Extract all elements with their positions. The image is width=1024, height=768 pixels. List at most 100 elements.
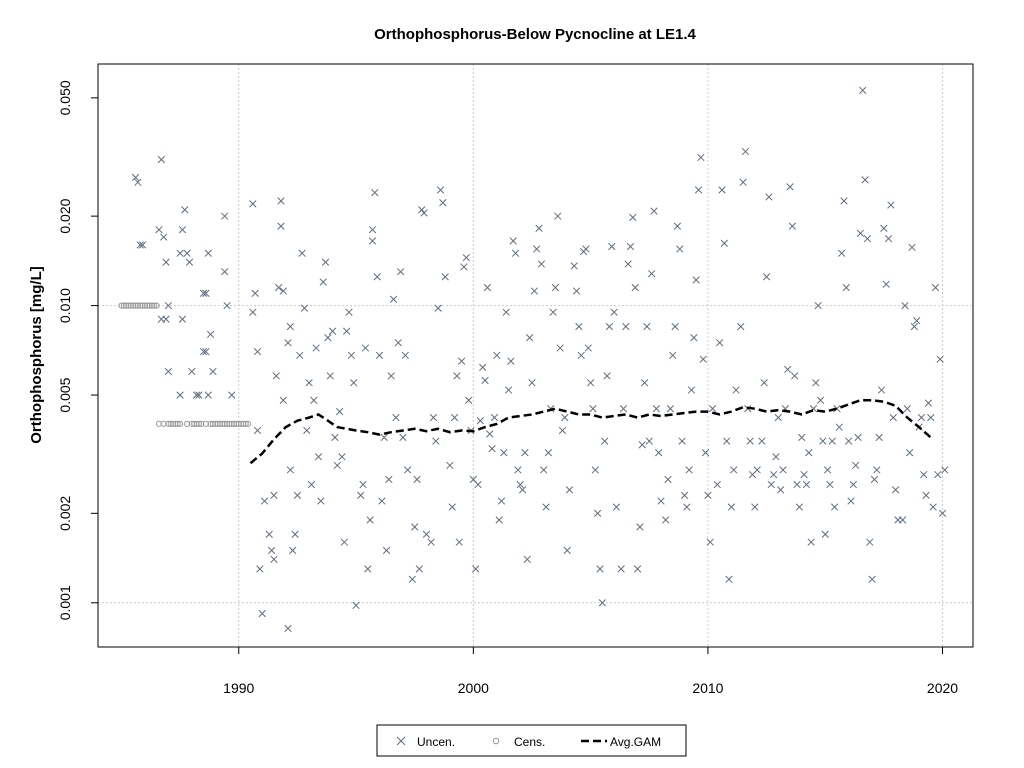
y-tick-label: 0.050	[57, 80, 73, 115]
uncen-point	[277, 197, 285, 205]
cens-point	[193, 420, 200, 427]
uncen-point	[396, 268, 405, 276]
uncen-point	[258, 609, 266, 618]
uncen-point	[514, 466, 522, 474]
uncen-point	[420, 209, 428, 217]
uncen-point	[228, 391, 236, 399]
uncen-point	[368, 226, 377, 234]
cens-point	[132, 302, 139, 309]
uncen-point	[563, 546, 571, 555]
uncen-point	[645, 437, 653, 445]
uncen-point	[378, 497, 386, 505]
cens-point	[167, 420, 174, 427]
cens-point	[237, 420, 245, 427]
uncen-point	[694, 186, 703, 194]
uncen-point	[284, 624, 292, 633]
uncen-point	[265, 530, 273, 538]
uncen-point	[791, 372, 799, 380]
cens-point	[223, 420, 231, 427]
uncen-point	[920, 470, 928, 479]
uncen-point	[202, 289, 210, 297]
uncen-point	[298, 249, 306, 257]
uncen-point	[835, 423, 843, 431]
uncen-point	[204, 249, 212, 257]
uncen-point	[389, 295, 398, 303]
cens-point	[228, 420, 235, 427]
uncen-point	[502, 308, 510, 316]
cens-point	[174, 420, 181, 427]
uncen-point	[598, 599, 607, 607]
uncen-point	[540, 466, 548, 474]
cens-point	[169, 420, 177, 427]
uncen-point	[209, 367, 217, 376]
uncen-point	[737, 322, 745, 331]
uncen-point	[181, 206, 189, 214]
uncen-point	[413, 475, 421, 484]
uncen-point	[591, 466, 599, 474]
uncen-point	[333, 461, 341, 470]
uncen-point	[392, 413, 400, 422]
uncen-point	[647, 270, 656, 278]
cens-point	[153, 302, 160, 309]
uncen-point	[326, 372, 334, 380]
uncensored-series	[131, 86, 949, 633]
uncen-point	[769, 470, 778, 479]
uncen-point	[507, 357, 515, 365]
cens-point	[155, 420, 163, 427]
uncen-point	[427, 538, 435, 546]
uncen-point	[387, 372, 395, 380]
uncen-point	[324, 334, 332, 342]
uncen-point	[314, 453, 323, 461]
cens-point	[177, 420, 184, 427]
uncen-point	[814, 301, 822, 310]
uncen-point	[650, 207, 658, 215]
uncen-point	[439, 199, 447, 207]
uncen-point	[495, 516, 503, 524]
uncen-point	[870, 475, 879, 484]
uncen-point	[493, 351, 501, 360]
uncen-point	[746, 437, 754, 445]
uncen-point	[601, 437, 609, 445]
uncen-point	[518, 486, 527, 494]
uncen-point	[884, 234, 893, 243]
uncen-point	[195, 391, 203, 399]
cens-point	[141, 302, 149, 309]
uncen-point	[840, 197, 848, 205]
uncen-point	[776, 486, 785, 494]
uncen-point	[758, 437, 766, 445]
uncen-point	[176, 391, 184, 399]
uncen-point	[826, 480, 834, 489]
uncen-point	[906, 449, 914, 457]
uncen-point	[739, 178, 747, 186]
cens-point	[233, 420, 240, 427]
uncen-point	[699, 355, 707, 363]
uncen-point	[640, 379, 649, 387]
uncen-point	[854, 433, 862, 442]
uncen-point	[347, 351, 356, 360]
uncen-point	[762, 273, 771, 281]
uncen-point	[612, 503, 621, 511]
uncen-point	[565, 486, 574, 494]
uncen-point	[934, 470, 942, 479]
uncen-point	[474, 480, 482, 489]
uncen-point	[403, 466, 412, 474]
uncen-point	[626, 242, 635, 251]
uncen-point	[490, 413, 499, 422]
uncen-point	[833, 405, 841, 413]
uncen-point	[793, 480, 801, 489]
uncen-point	[460, 263, 468, 271]
uncen-point	[575, 322, 583, 331]
uncen-point	[368, 237, 377, 245]
uncen-point	[486, 430, 494, 438]
uncen-point	[673, 222, 682, 230]
uncen-point	[549, 308, 557, 316]
uncen-point	[913, 316, 921, 325]
uncen-point	[687, 386, 696, 394]
uncen-point	[812, 379, 820, 387]
uncen-point	[373, 273, 381, 281]
chart-title: Orthophosphorus-Below Pycnocline at LE1.…	[374, 26, 696, 43]
legend-uncen-marker	[396, 736, 406, 746]
uncen-point	[727, 503, 736, 511]
uncen-point	[608, 242, 616, 251]
uncen-point	[317, 497, 325, 505]
